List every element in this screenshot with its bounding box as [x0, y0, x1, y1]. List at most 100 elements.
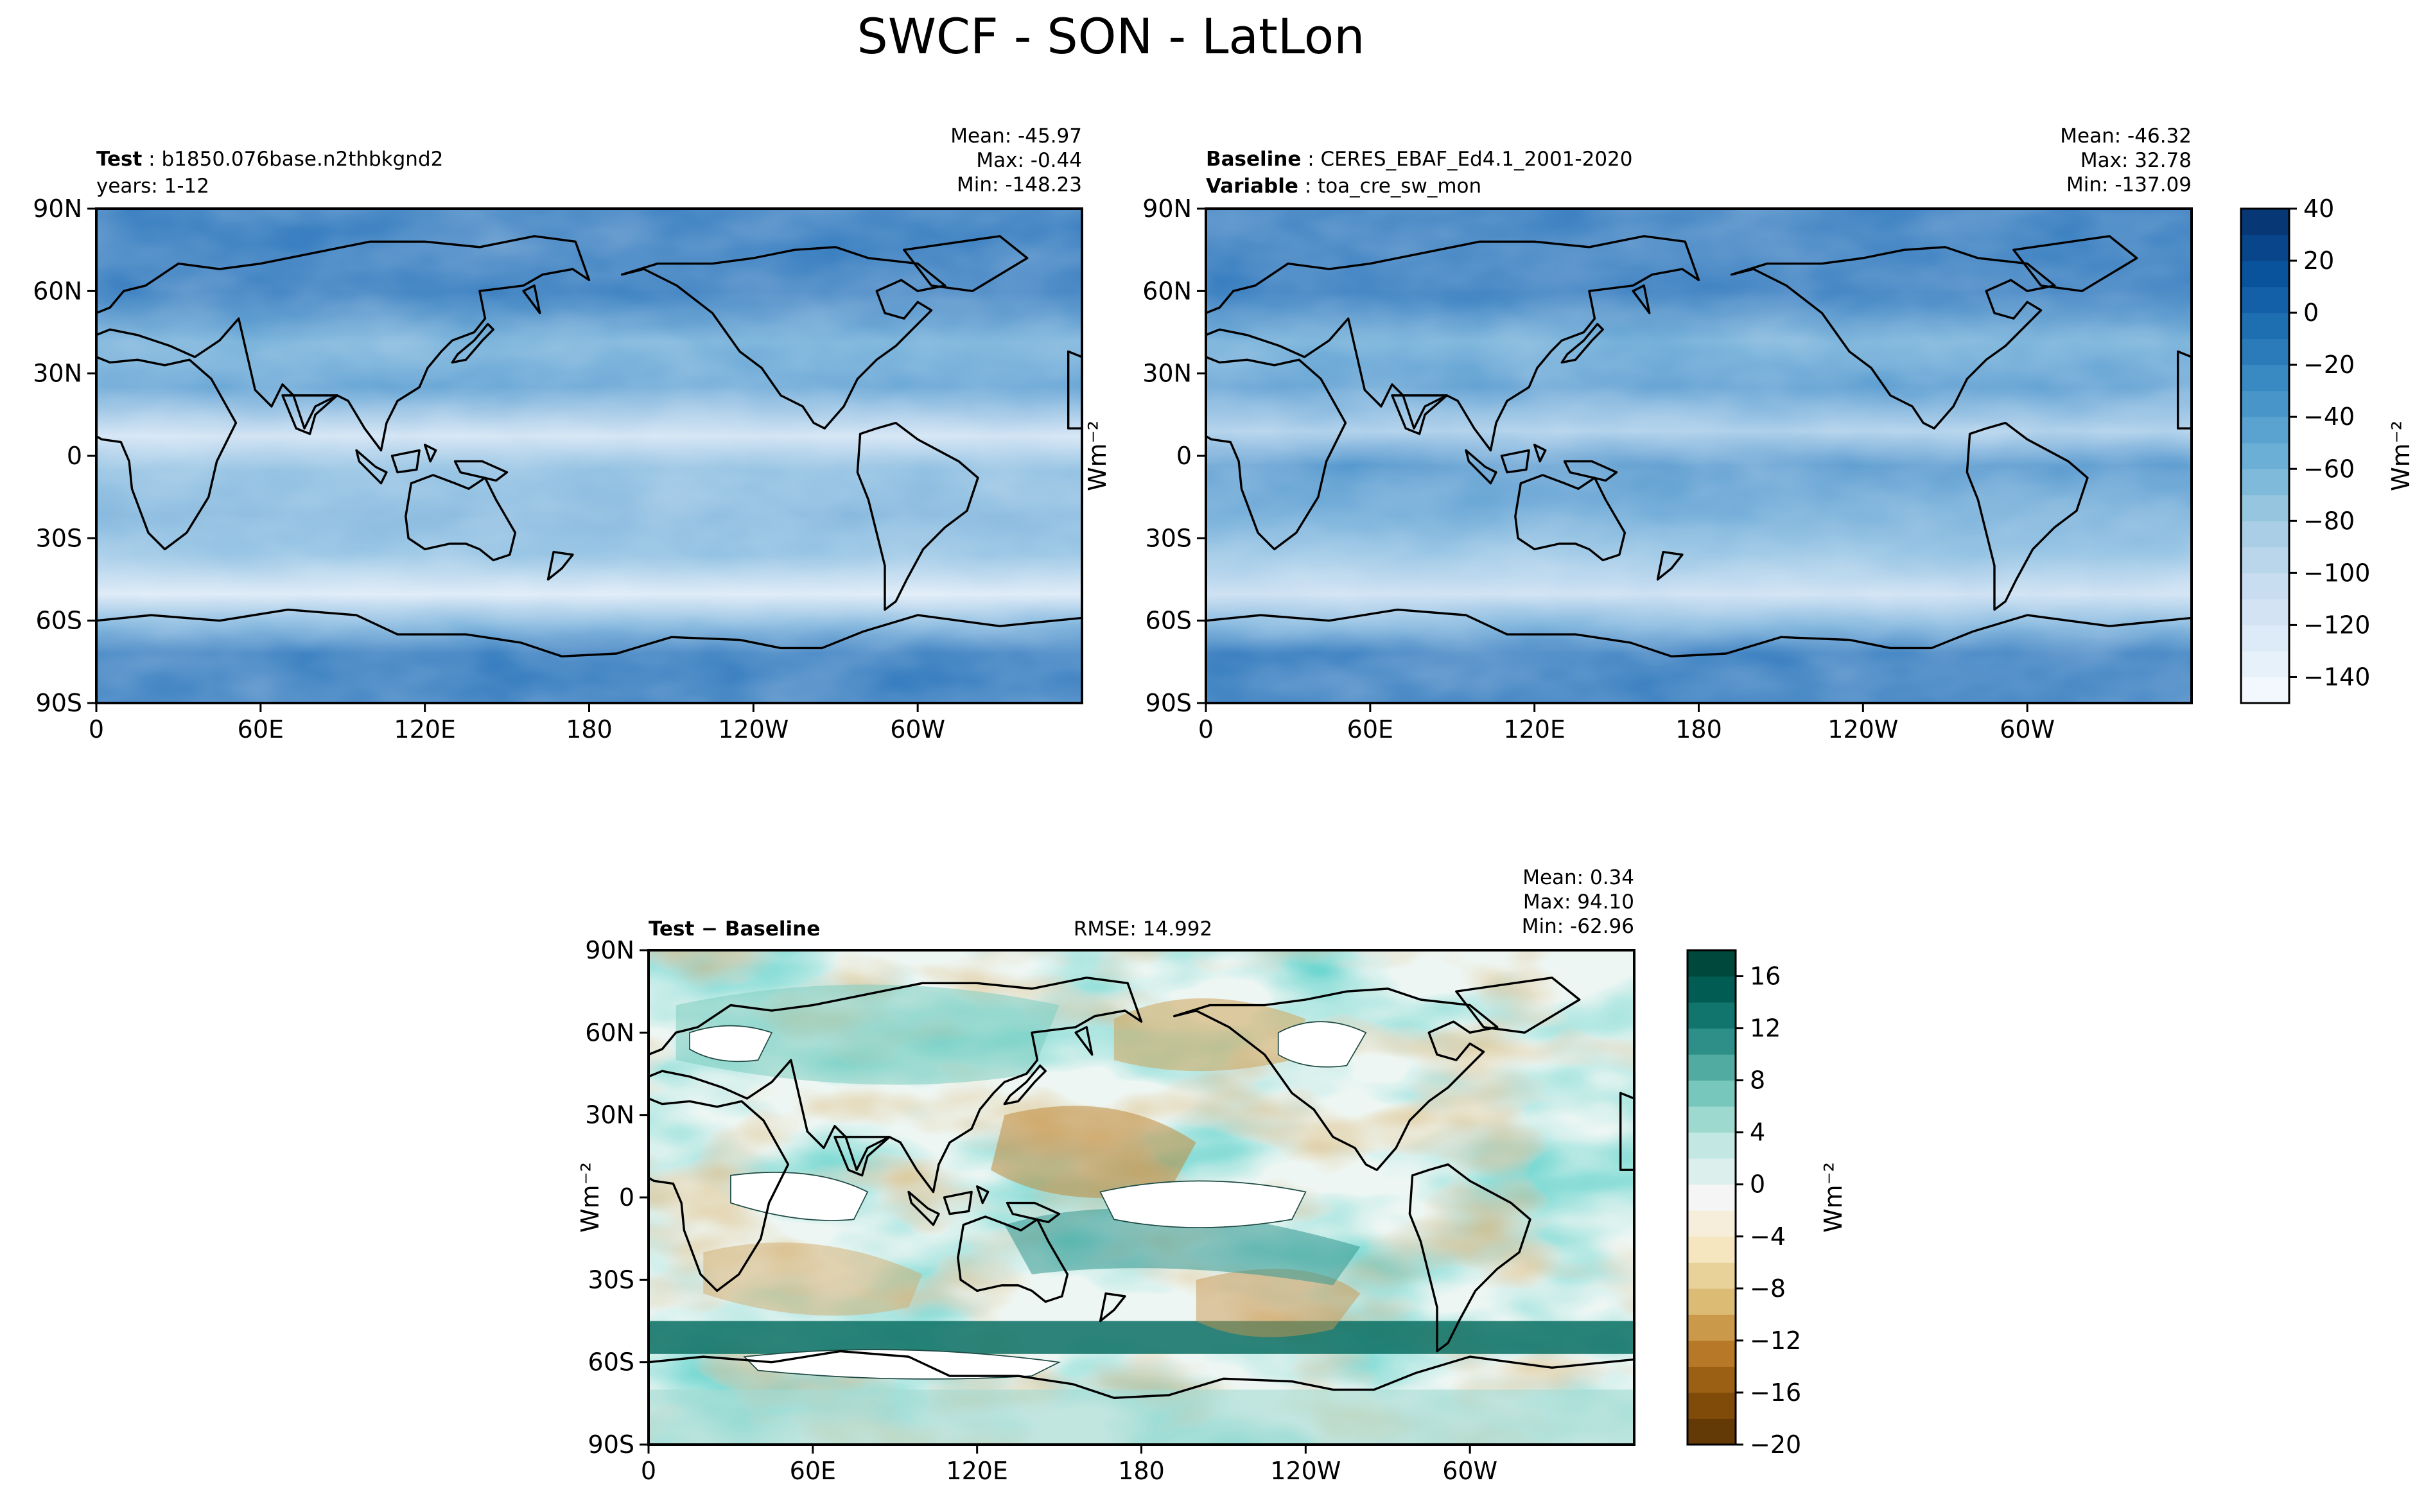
- coastline-segment: [1560, 322, 1604, 364]
- diff-colorbar-tick-label: −20: [1750, 1430, 1801, 1459]
- coastline-segment: [975, 1185, 990, 1204]
- test-xtick-label: 180: [566, 715, 613, 743]
- coastline-segment: [957, 1215, 1069, 1303]
- figure-title: SWCF - SON - LatLon: [857, 8, 1365, 65]
- diff-colorbar-tick-label: −8: [1750, 1274, 1786, 1303]
- coastline-segment: [649, 1097, 790, 1292]
- test-label-line: Test : b1850.076base.n2thbkgnd2: [96, 148, 443, 171]
- test-ytick-label: 30N: [33, 360, 82, 388]
- baseline-ytick-label: 0: [1176, 442, 1192, 470]
- baseline-xtick-label: 60W: [2000, 715, 2055, 743]
- main-colorbar-band: [2241, 598, 2289, 625]
- coastline-segment: [1173, 987, 1499, 1171]
- main-colorbar-band: [2241, 442, 2289, 469]
- baseline-label-text: CERES_EBAF_Ed4.1_2001-2020: [1321, 148, 1633, 171]
- diff-colorbar-band: [1687, 1314, 1736, 1341]
- test-max: Max: -0.44: [976, 149, 1082, 172]
- coastline-segment: [1632, 284, 1651, 315]
- main-colorbar-tick-label: −140: [2303, 663, 2370, 691]
- main-colorbar-band: [2241, 469, 2289, 496]
- main-colorbar-band: [2241, 234, 2289, 261]
- coastline-segment: [856, 421, 979, 611]
- coastline-segment: [1966, 421, 2089, 611]
- baseline-label-line: Baseline : CERES_EBAF_Ed4.1_2001-2020: [1206, 148, 1633, 171]
- diff-colorbar-tick-label: 0: [1750, 1170, 1765, 1199]
- diff-colorbar-band: [1687, 1340, 1736, 1367]
- coastline-segment: [96, 608, 1082, 657]
- diff-colorbar-band: [1687, 1288, 1736, 1315]
- coastline-segment: [423, 444, 437, 463]
- coastline-segment: [405, 474, 517, 562]
- baseline-ytick-label: 90N: [1142, 195, 1192, 223]
- diff-structures: [649, 984, 1634, 1445]
- main-colorbar-band: [2241, 261, 2289, 288]
- diff-colorbar-tick-label: 12: [1750, 1014, 1781, 1043]
- main-colorbar-band: [2241, 390, 2289, 417]
- test-ytick-label: 90N: [33, 195, 82, 223]
- main-colorbar-unit: Wm⁻²: [2387, 421, 2415, 491]
- main-colorbar-tick-label: −80: [2303, 507, 2355, 535]
- baseline-variable-bold: Variable: [1206, 175, 1298, 198]
- diff-mean: Mean: 0.34: [1522, 866, 1634, 889]
- coastline-segment: [96, 356, 238, 551]
- diff-colorbar-band: [1687, 1106, 1736, 1133]
- test-xtick-label: 120E: [394, 715, 456, 743]
- main-colorbar-band: [2241, 365, 2289, 392]
- coastline-segment: [1003, 1064, 1047, 1106]
- diff-colorbar-unit: Wm⁻²: [1819, 1162, 1847, 1233]
- diff-colorbar-band: [1687, 1418, 1736, 1445]
- diff-unit-label: Wm⁻²: [576, 1162, 604, 1233]
- baseline-xtick-label: 180: [1675, 715, 1722, 743]
- main-colorbar-tick-label: −60: [2303, 455, 2355, 483]
- main-colorbar-band: [2241, 677, 2289, 704]
- diff-xtick-label: 0: [641, 1457, 656, 1485]
- test-xtick-label: 60W: [890, 715, 945, 743]
- test-min: Min: -148.23: [957, 173, 1082, 196]
- diff-xtick-label: 60W: [1442, 1457, 1497, 1485]
- test-years: years: 1-12: [96, 175, 209, 198]
- diff-xtick-label: 120E: [946, 1457, 1008, 1485]
- test-label-text: b1850.076base.n2thbkgnd2: [161, 148, 443, 171]
- baseline-max: Max: 32.78: [2080, 149, 2192, 172]
- diff-colorbar-frame: [1686, 949, 1737, 1446]
- coastline-segment: [1391, 394, 1448, 435]
- diff-colorbar-band: [1687, 1054, 1736, 1081]
- test-unit-label: Wm⁻²: [1083, 421, 1112, 491]
- test-ytick-label: 90S: [36, 689, 82, 717]
- main-colorbar-band: [2241, 417, 2289, 444]
- test-panel: Test : b1850.076base.n2thbkgnd2 years: 1…: [33, 125, 1112, 743]
- baseline-coastlines: [1206, 235, 2192, 657]
- baseline-xtick-label: 120E: [1503, 715, 1565, 743]
- diff-colorbar-band: [1687, 1002, 1736, 1029]
- main-colorbar-tick-label: 0: [2303, 299, 2319, 327]
- diff-colorbar: 16 12 8 4 0 −4 −8 −12 −16 −20 Wm⁻²: [1686, 949, 1847, 1459]
- baseline-map: [1206, 209, 2192, 703]
- diff-colorbar-band: [1687, 1028, 1736, 1055]
- coastline-segment: [649, 1350, 1634, 1399]
- main-colorbar-band: [2241, 650, 2289, 677]
- diff-colorbar-band: [1687, 1080, 1736, 1107]
- baseline-panel: Baseline : CERES_EBAF_Ed4.1_2001-2020 Va…: [1142, 125, 2193, 743]
- diff-colorbar-tick-label: −16: [1750, 1378, 1801, 1407]
- coastline-segment: [390, 449, 421, 474]
- diff-colorbar-tick-label: −4: [1750, 1222, 1786, 1251]
- diff-colorbar-band: [1687, 950, 1736, 977]
- baseline-variable-text: toa_cre_sw_mon: [1318, 175, 1481, 198]
- diff-colorbar-tick-label: −12: [1750, 1326, 1801, 1355]
- diff-min: Min: -62.96: [1522, 915, 1634, 938]
- test-xtick-label: 0: [89, 715, 104, 743]
- diff-ytick-label: 0: [619, 1183, 634, 1212]
- coastline-segment: [903, 235, 1029, 293]
- diff-colorbar-band: [1687, 1392, 1736, 1419]
- test-ytick-label: 60S: [36, 607, 82, 635]
- coastline-segment: [1500, 449, 1530, 474]
- coastline-segment: [833, 1136, 891, 1177]
- coastline-segment: [1099, 1292, 1126, 1323]
- test-texture: [96, 209, 1082, 703]
- coastline-segment: [355, 449, 388, 485]
- coastline-segment: [649, 977, 1143, 1194]
- diff-ytick-label: 30S: [588, 1265, 634, 1294]
- test-xtick-label: 60E: [238, 715, 284, 743]
- main-colorbar: 40 20 0 −20 −40 −60 −80 −100 −120 −140 Wm⁻²: [2240, 195, 2415, 704]
- coastline-segment: [1006, 1201, 1061, 1224]
